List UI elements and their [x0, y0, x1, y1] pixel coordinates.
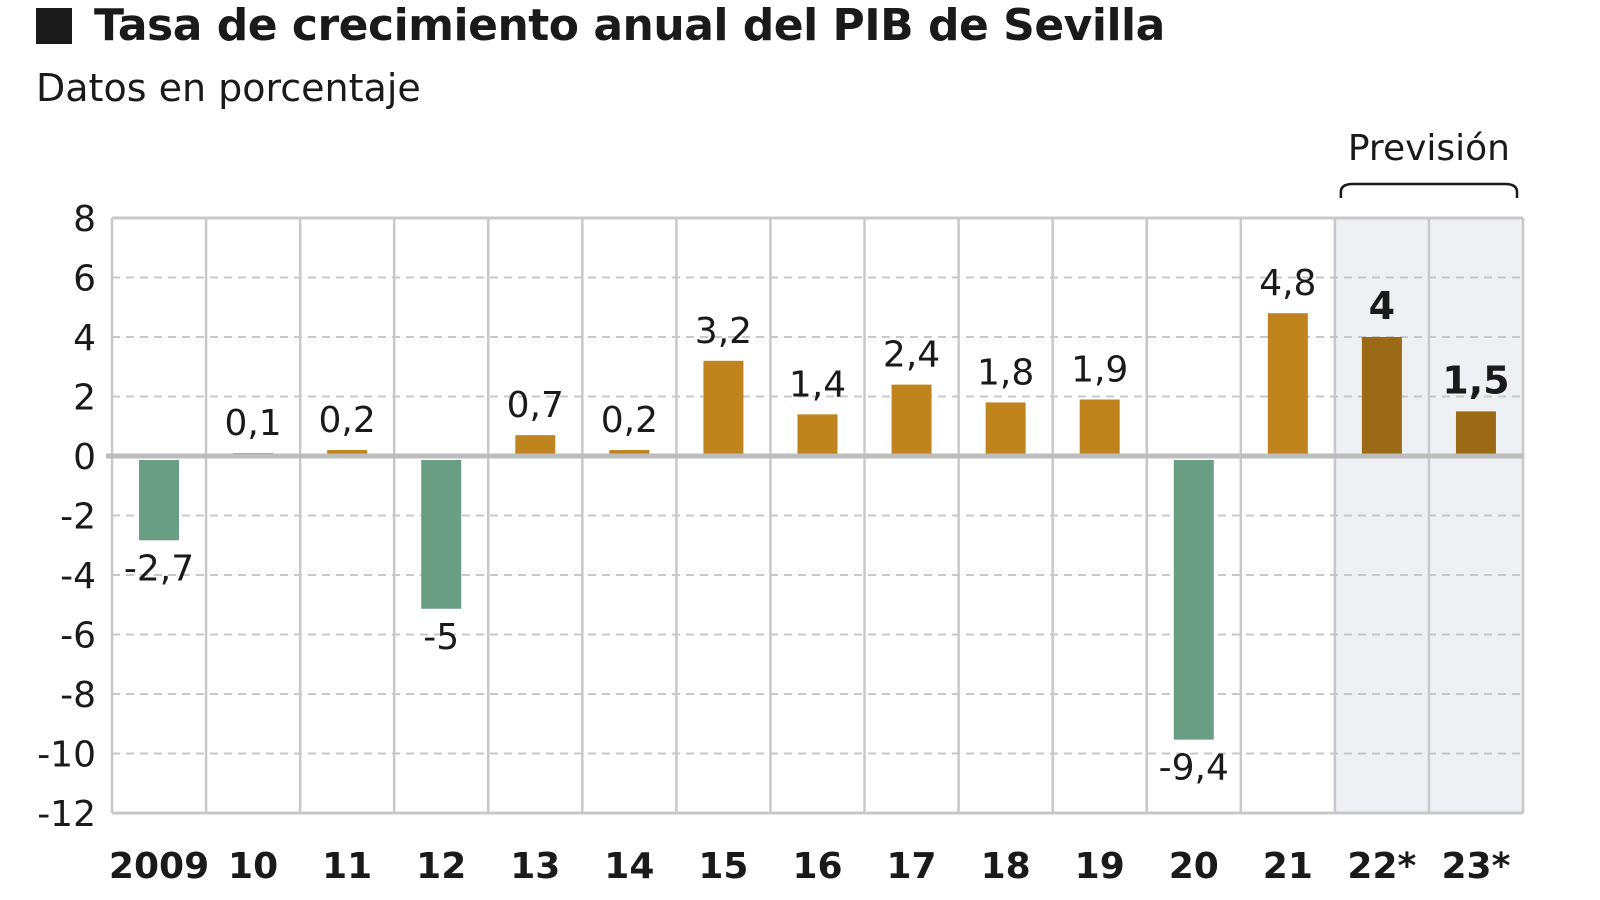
data-label: -9,4 [1159, 748, 1229, 789]
forecast-bracket [1339, 182, 1519, 198]
bar-2009 [139, 460, 180, 541]
x-tick-label: 17 [887, 846, 937, 887]
y-tick-label: -8 [60, 675, 96, 716]
bar-20 [1173, 460, 1214, 740]
y-tick-label: -10 [37, 735, 96, 776]
x-tick-label: 23* [1441, 846, 1510, 887]
data-label: 0,1 [224, 403, 281, 444]
data-label: 4 [1369, 284, 1395, 328]
data-label: 1,8 [977, 352, 1034, 393]
bar-12 [421, 460, 462, 609]
y-tick-label: 2 [73, 378, 96, 419]
bar-22* [1361, 337, 1402, 456]
bar-13 [515, 435, 556, 456]
x-tick-label: 21 [1263, 846, 1313, 887]
y-tick-label: 6 [73, 259, 96, 300]
bar-19 [1079, 399, 1120, 456]
y-tick-label: 0 [73, 437, 96, 478]
bar-18 [985, 402, 1026, 456]
bar-23* [1455, 411, 1496, 456]
y-tick-label: -12 [37, 794, 96, 835]
x-tick-label: 16 [792, 846, 842, 887]
bar-21 [1267, 313, 1308, 456]
data-label: 0,7 [507, 385, 564, 426]
y-tick-label: 8 [73, 199, 96, 240]
x-tick-label: 18 [981, 846, 1031, 887]
data-label: 3,2 [695, 311, 752, 352]
x-tick-label: 2009 [109, 846, 209, 887]
bar-16 [797, 414, 838, 456]
y-tick-label: -6 [60, 616, 96, 657]
y-tick-label: -4 [60, 556, 96, 597]
data-label: 0,2 [319, 400, 376, 441]
data-label: 1,4 [789, 364, 846, 405]
data-label: 1,9 [1071, 349, 1128, 390]
y-tick-label: 4 [73, 318, 96, 359]
data-label: -5 [423, 617, 459, 658]
data-label: 2,4 [883, 335, 940, 376]
bar-14 [609, 450, 650, 456]
x-tick-label: 12 [416, 846, 466, 887]
x-tick-label: 15 [698, 846, 748, 887]
y-tick-label: -2 [60, 497, 96, 538]
x-tick-label: 14 [604, 846, 654, 887]
data-label: 4,8 [1259, 263, 1316, 304]
data-label: 1,5 [1442, 358, 1509, 402]
data-label: 0,2 [601, 400, 658, 441]
title-square-icon [36, 7, 72, 44]
bar-15 [703, 360, 744, 456]
x-tick-label: 20 [1169, 846, 1219, 887]
x-tick-label: 10 [228, 846, 278, 887]
bar-11 [327, 450, 368, 456]
chart-title: Tasa de crecimiento anual del PIB de Sev… [36, 0, 1165, 51]
bar-17 [891, 384, 932, 456]
forecast-annotation: Previsión [1348, 128, 1510, 169]
chart-title-text: Tasa de crecimiento anual del PIB de Sev… [94, 0, 1165, 51]
data-label: -2,7 [124, 548, 194, 589]
x-tick-label: 11 [322, 846, 372, 887]
x-tick-label: 22* [1347, 846, 1416, 887]
chart-subtitle: Datos en porcentaje [36, 66, 421, 110]
x-tick-label: 13 [510, 846, 560, 887]
x-tick-label: 19 [1075, 846, 1125, 887]
